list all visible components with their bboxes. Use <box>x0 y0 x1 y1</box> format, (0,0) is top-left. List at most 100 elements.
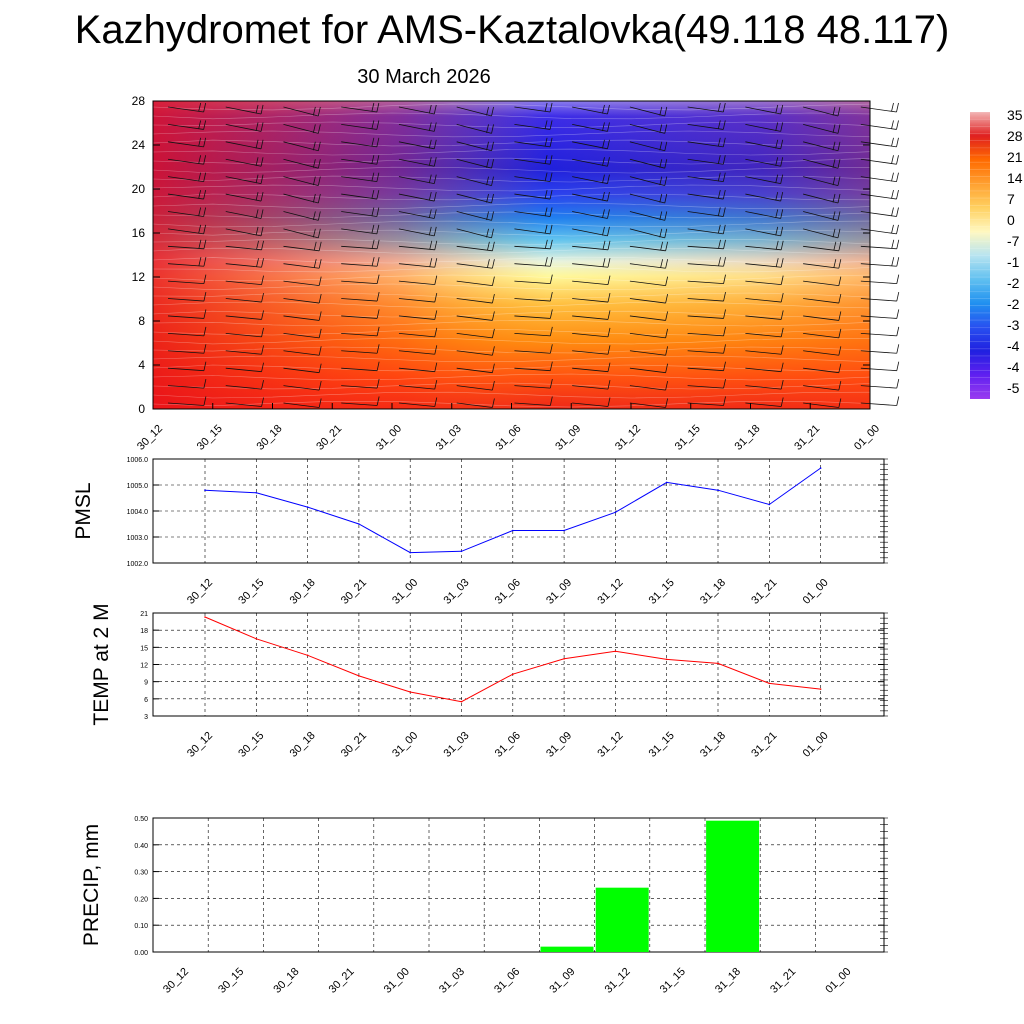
wind-barb <box>341 172 380 183</box>
wind-barb <box>572 157 610 167</box>
wind-barb <box>398 122 437 132</box>
wind-barb <box>225 397 264 407</box>
wind-barb <box>803 106 841 117</box>
contour-line <box>152 220 871 228</box>
contour-line <box>152 247 871 255</box>
x-tick-label: 31_00 <box>390 577 420 607</box>
wind-barb <box>514 291 553 302</box>
x-tick-label: 30_18 <box>288 577 318 607</box>
contour-line <box>152 121 871 128</box>
wind-barb <box>167 120 207 130</box>
wind-barb <box>283 141 321 152</box>
wind-barb <box>514 239 553 250</box>
x-tick-label: 31_15 <box>647 730 677 760</box>
wind-barb <box>514 361 553 372</box>
wind-barb <box>687 257 726 267</box>
wind-barb <box>398 275 438 286</box>
wind-barb <box>687 326 726 337</box>
data-point <box>665 481 668 484</box>
wind-barb <box>167 207 207 217</box>
data-point <box>255 492 258 494</box>
wind-barb <box>629 363 669 374</box>
wind-barb <box>398 397 438 407</box>
wind-barb <box>283 346 322 356</box>
contour-line <box>152 274 871 282</box>
wind-barb <box>283 381 322 391</box>
wind-barb <box>167 239 207 250</box>
x-tick-label: 31_15 <box>647 577 677 607</box>
wind-barb <box>167 344 207 354</box>
x-tick-label: 30_21 <box>339 730 369 760</box>
wind-barb <box>398 380 438 390</box>
wind-barb <box>167 224 207 235</box>
wind-barb <box>398 292 438 303</box>
x-tick-label: 30_12 <box>161 966 191 996</box>
wind-barb <box>225 174 264 185</box>
contour-line <box>152 157 871 165</box>
wind-barb <box>687 396 726 406</box>
x-tick-label: 30_18 <box>255 423 285 453</box>
wind-barb <box>398 226 437 237</box>
colorbar-label: -3 <box>1007 317 1020 333</box>
wind-barb <box>860 239 900 250</box>
wind-barb <box>341 207 380 217</box>
wind-barb <box>860 344 900 354</box>
bar <box>706 820 760 952</box>
wind-barb <box>167 137 207 148</box>
wind-barb <box>803 381 842 391</box>
y-tick-label: 0.10 <box>134 923 148 930</box>
wind-barb <box>860 396 900 406</box>
x-tick-label: 31_15 <box>658 966 688 996</box>
x-tick-label: 31_03 <box>437 966 467 996</box>
contour-line <box>152 320 871 327</box>
wind-barb <box>803 311 842 321</box>
wind-barb <box>167 326 207 337</box>
wind-barb <box>283 193 321 204</box>
x-tick-label: 30_12 <box>185 730 215 760</box>
wind-barb <box>745 397 784 407</box>
wind-barb <box>572 139 610 150</box>
wind-barb <box>341 120 380 130</box>
wind-barb <box>745 157 784 167</box>
data-point <box>358 675 360 677</box>
wind-barb <box>860 137 899 148</box>
x-tick-label: 30_12 <box>135 423 165 453</box>
x-tick-label: 31_18 <box>713 966 743 996</box>
data-point <box>717 662 719 665</box>
x-tick-label: 31_03 <box>442 730 472 760</box>
wind-barb <box>456 363 495 374</box>
y-tick-label: 9 <box>144 680 148 687</box>
wind-barb <box>167 257 207 267</box>
wind-barb <box>283 158 321 169</box>
wind-barb <box>167 102 207 113</box>
wind-barb <box>167 309 207 319</box>
contour-line <box>152 184 871 192</box>
wind-barb <box>167 396 207 406</box>
wind-barb <box>629 228 668 239</box>
x-tick-label: 30_21 <box>339 577 369 607</box>
wind-barb <box>860 224 899 235</box>
contour-line <box>152 175 871 183</box>
wind-barb <box>687 379 726 389</box>
wind-barb <box>398 240 438 251</box>
data-point <box>306 654 309 657</box>
wind-barb <box>398 310 438 320</box>
wind-barb <box>629 328 669 339</box>
wind-barb <box>341 189 380 200</box>
wind-barb <box>687 172 726 183</box>
data-point <box>768 682 771 685</box>
wind-barb <box>860 257 900 267</box>
data-point <box>358 523 360 525</box>
colorbar-label: -1 <box>1007 254 1020 270</box>
y-tick-label: 28 <box>132 94 146 108</box>
data-point <box>614 511 617 514</box>
wind-barb <box>514 344 553 354</box>
wind-barb <box>341 379 380 389</box>
wind-barb <box>167 379 207 389</box>
x-tick-label: 31_12 <box>595 577 625 607</box>
wind-barb <box>398 327 438 338</box>
wind-barb <box>456 398 495 408</box>
wind-barb <box>803 363 842 374</box>
pmsl-ylabel: PMSL <box>72 482 95 539</box>
wind-barb <box>341 155 380 165</box>
